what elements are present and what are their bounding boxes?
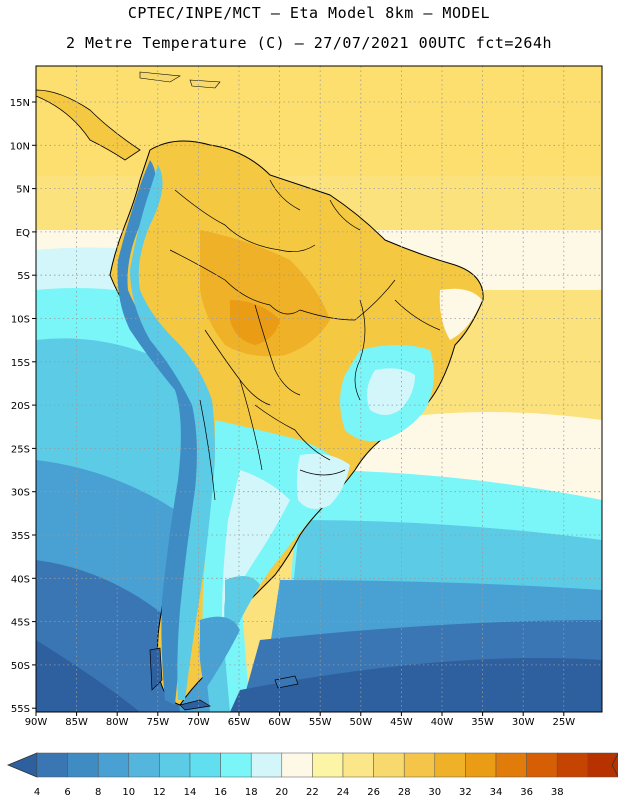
colorbar-label: 26 [367,787,380,798]
colorbar-over-arrow [611,752,618,778]
colorbar-label: 12 [153,787,166,798]
colorbar-swatch [281,752,313,778]
colorbar-swatch [220,752,252,778]
colorbar-swatch [556,752,589,778]
colorbar-label: 20 [275,787,288,798]
colorbar-label: 28 [398,787,411,798]
lat-label-eq: EQ [16,228,30,239]
colorbar-swatch [403,752,436,778]
colorbar-label: 32 [459,787,472,798]
lat-label-40s: 40S [11,574,30,585]
lon-label-35w: 35W [471,717,494,728]
colorbar-swatch [526,752,558,778]
colorbar-label: 10 [122,787,135,798]
colorbar-swatch [434,752,466,778]
lon-label-55w: 55W [309,717,332,728]
colorbar-swatch [67,752,99,778]
colorbar-label: 16 [214,787,227,798]
colorbar-label: 34 [490,787,503,798]
colorbar [6,752,618,778]
lon-label-80w: 80W [106,717,129,728]
lat-label-10s: 10S [11,315,30,326]
temperature-field [36,66,602,712]
colorbar-label: 22 [306,787,319,798]
colorbar-label: 38 [551,787,564,798]
lon-label-90w: 90W [25,717,48,728]
lon-label-75w: 75W [146,717,169,728]
colorbar-swatch [36,752,68,778]
lon-label-40w: 40W [431,717,454,728]
colorbar-label: 18 [245,787,258,798]
map-frame [35,65,603,713]
colorbar-label: 24 [337,787,350,798]
lon-label-30w: 30W [512,717,535,728]
lat-label-10n: 10N [10,141,30,152]
lat-label-25s: 25S [11,444,30,455]
lon-label-50w: 50W [349,717,372,728]
lon-label-60w: 60W [268,717,291,728]
lat-label-15n: 15N [10,98,30,109]
lat-label-15s: 15S [11,358,30,369]
lat-label-45s: 45S [11,618,30,629]
lon-label-45w: 45W [390,717,413,728]
lon-label-70w: 70W [187,717,210,728]
colorbar-swatch [189,752,221,778]
colorbar-label: 6 [64,787,70,798]
colorbar-swatch [465,752,497,778]
colorbar-label: 36 [520,787,533,798]
lat-label-20s: 20S [11,401,30,412]
colorbar-swatch [97,752,130,778]
lat-label-50s: 50S [11,661,30,672]
lon-label-25w: 25W [552,717,575,728]
lon-label-85w: 85W [65,717,88,728]
colorbar-label: 4 [34,787,40,798]
colorbar-swatch [495,752,527,778]
colorbar-label: 8 [95,787,101,798]
lat-label-35s: 35S [11,531,30,542]
colorbar-swatch [159,752,191,778]
lat-label-30s: 30S [11,488,30,499]
colorbar-swatch [312,752,344,778]
colorbar-swatch [373,752,405,778]
colorbar-swatch [250,752,283,778]
colorbar-swatch [342,752,374,778]
chart-subtitle: 2 Metre Temperature (C) – 27/07/2021 00U… [65,34,553,52]
lat-label-5n: 5N [16,185,30,196]
lat-label-5s: 5S [17,271,30,282]
chart-title: CPTEC/INPE/MCT – Eta Model 8km – MODEL [127,4,491,22]
colorbar-under-arrow [6,752,38,778]
colorbar-swatch [128,752,160,778]
colorbar-label: 30 [428,787,441,798]
lon-label-65w: 65W [228,717,251,728]
colorbar-label: 14 [184,787,197,798]
lat-label-55s: 55S [11,704,30,715]
